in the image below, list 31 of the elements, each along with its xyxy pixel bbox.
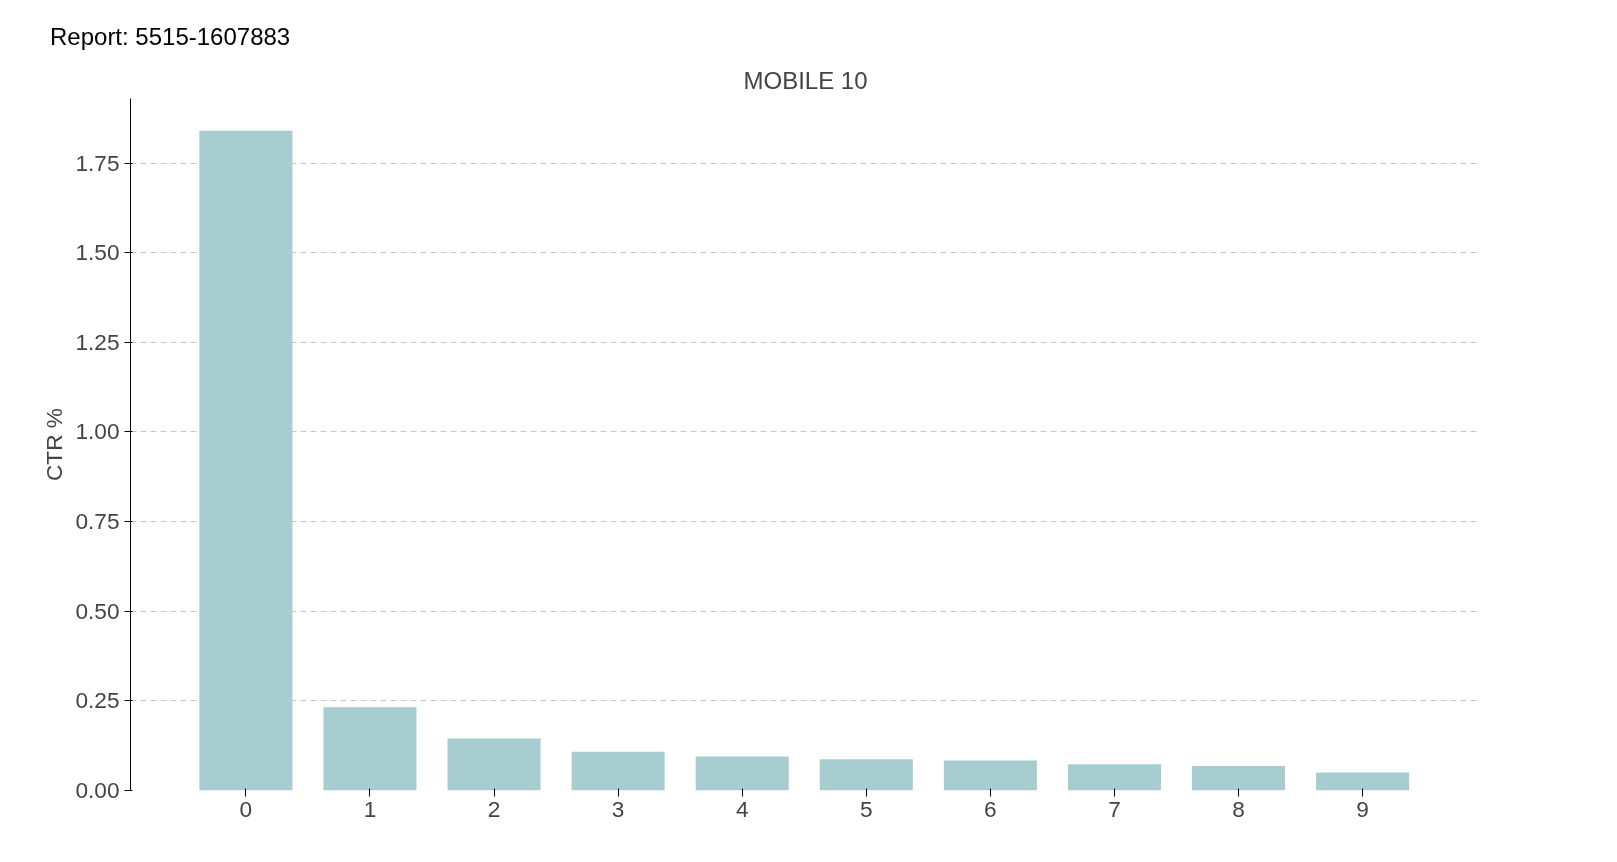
x-tick-label: 3 bbox=[611, 795, 625, 822]
bar bbox=[571, 752, 665, 791]
y-tick-label: 1.50 bbox=[75, 239, 120, 266]
y-tick-label: 0.75 bbox=[75, 508, 120, 535]
y-tick-label: 0.00 bbox=[75, 777, 120, 804]
x-tick-label: 8 bbox=[1232, 795, 1245, 822]
x-tick-label: 0 bbox=[239, 795, 253, 822]
x-tick-label: 9 bbox=[1356, 795, 1369, 822]
bar bbox=[819, 759, 913, 791]
y-tick-label: 1.75 bbox=[75, 149, 120, 176]
bar bbox=[1192, 766, 1286, 791]
y-tick-label: 1.00 bbox=[75, 418, 120, 445]
y-tick-label: 0.25 bbox=[75, 687, 120, 714]
y-tick-label: 0.50 bbox=[75, 598, 120, 625]
text: Report: 5515-1607883 bbox=[50, 22, 291, 52]
x-tick-label: 5 bbox=[860, 795, 873, 822]
bar bbox=[199, 131, 293, 791]
x-tick-label: 4 bbox=[735, 795, 749, 822]
x-tick-label: 6 bbox=[984, 795, 997, 822]
bar bbox=[695, 756, 789, 791]
bar bbox=[943, 760, 1037, 791]
bar bbox=[323, 707, 417, 791]
bar bbox=[447, 738, 541, 791]
x-tick-label: 1 bbox=[363, 795, 377, 822]
x-tick-label: 2 bbox=[487, 795, 501, 822]
chart-title: MOBILE 10 bbox=[743, 66, 868, 94]
y-tick-label: 1.25 bbox=[75, 329, 120, 356]
y-axis-title: CTR % bbox=[41, 408, 68, 482]
x-tick-label: 7 bbox=[1108, 795, 1121, 822]
bar bbox=[1067, 764, 1161, 791]
bar bbox=[1316, 772, 1410, 791]
